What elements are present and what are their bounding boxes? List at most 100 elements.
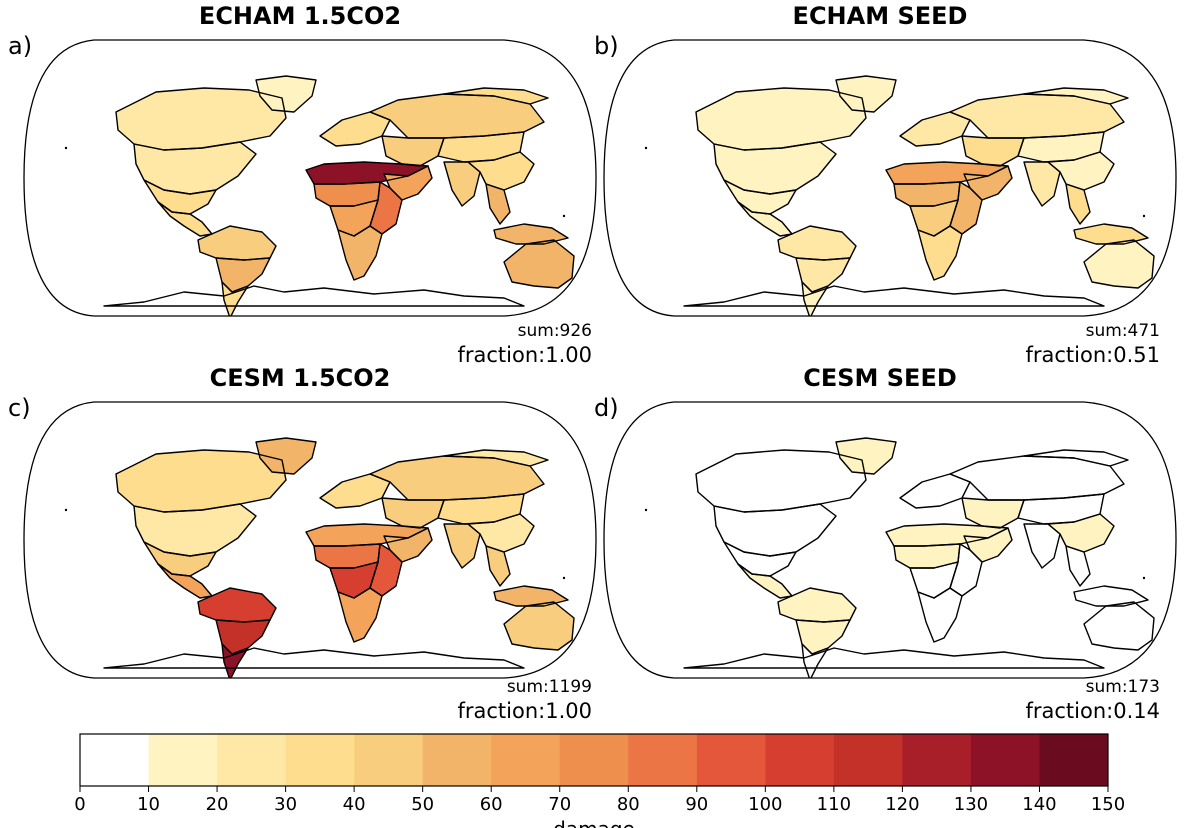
coastline bbox=[917, 225, 963, 281]
coastline bbox=[485, 545, 511, 587]
region-middle-east bbox=[382, 498, 444, 528]
region-sa-south bbox=[802, 644, 828, 678]
region-sahel bbox=[894, 544, 960, 568]
colorbar-tick-label: 50 bbox=[411, 794, 434, 815]
region-middle-east bbox=[962, 136, 1024, 166]
region-sa-mid bbox=[216, 258, 270, 292]
coastline bbox=[383, 165, 433, 201]
colorbar-frame bbox=[79, 733, 1109, 787]
region-central-am bbox=[738, 202, 792, 236]
coastline bbox=[1047, 151, 1115, 191]
region-europe bbox=[900, 474, 970, 508]
coastline bbox=[133, 503, 257, 557]
region-central-am bbox=[158, 564, 212, 598]
fraction-value: fraction:0.51 bbox=[1025, 343, 1160, 367]
region-sa-mid bbox=[216, 620, 270, 654]
colorbar-tick-label: 70 bbox=[548, 794, 571, 815]
colorbar-tick-label: 40 bbox=[343, 794, 366, 815]
antarctica-coast bbox=[683, 647, 1105, 669]
region-australia bbox=[1084, 602, 1154, 650]
coastline bbox=[963, 165, 1013, 201]
colorbar-bin bbox=[902, 734, 972, 786]
coastline bbox=[503, 601, 575, 651]
region-east-africa bbox=[370, 182, 402, 234]
region-europe bbox=[320, 474, 390, 508]
region-na-mid bbox=[134, 504, 256, 556]
region-na-mid bbox=[134, 142, 256, 194]
colorbar-tick-label: 10 bbox=[137, 794, 160, 815]
colorbar: 0 10 20 30 40 50 60 70 80 90 100 110 120 130 140 150 dam… bbox=[74, 733, 1125, 828]
colorbar-tick-label: 120 bbox=[885, 794, 919, 815]
region-australia bbox=[504, 602, 574, 650]
colorbar-bin bbox=[422, 734, 492, 786]
coastline bbox=[443, 449, 549, 467]
world-map bbox=[23, 401, 597, 679]
coastline bbox=[337, 225, 383, 281]
region-central-asia bbox=[438, 132, 524, 162]
region-na-mid bbox=[714, 142, 836, 194]
region-east-africa bbox=[370, 544, 402, 596]
colorbar-tick-label: 0 bbox=[74, 794, 85, 815]
region-russia bbox=[950, 94, 1124, 138]
coastline bbox=[381, 497, 445, 529]
region-na-north bbox=[116, 88, 286, 150]
map-frame bbox=[603, 39, 1177, 317]
region-se-asia bbox=[1066, 546, 1090, 586]
coastline bbox=[503, 239, 575, 289]
region-sahara bbox=[886, 524, 1008, 546]
sum-value: sum:1199 bbox=[507, 677, 592, 697]
coastline bbox=[255, 437, 317, 475]
region-sa-north bbox=[778, 226, 856, 260]
coastline bbox=[1083, 601, 1155, 651]
fraction-value: fraction:1.00 bbox=[457, 699, 592, 723]
island-marker bbox=[644, 146, 648, 150]
island-marker bbox=[64, 508, 68, 512]
colorbar-tick-label: 110 bbox=[817, 794, 851, 815]
coastline bbox=[467, 151, 535, 191]
colorbar-bin bbox=[148, 734, 218, 786]
region-sa-north bbox=[778, 588, 856, 622]
region-russia bbox=[950, 456, 1124, 500]
colorbar-label: damage bbox=[553, 817, 635, 828]
region-india bbox=[444, 162, 480, 206]
colorbar-tick-label: 30 bbox=[274, 794, 297, 815]
coastline bbox=[1023, 449, 1129, 467]
region-central-am bbox=[738, 564, 792, 598]
region-na-north bbox=[696, 88, 866, 150]
region-indonesia bbox=[1074, 224, 1148, 244]
region-europe bbox=[320, 112, 390, 146]
panel-letter: b) bbox=[594, 32, 619, 60]
colorbar-tick-label: 130 bbox=[954, 794, 988, 815]
region-africa-mid bbox=[330, 562, 378, 598]
region-na-south bbox=[724, 180, 796, 214]
coastline bbox=[319, 111, 391, 147]
coastline bbox=[961, 135, 1025, 167]
antarctica-coast bbox=[103, 647, 525, 669]
region-africa-mid bbox=[910, 200, 958, 236]
coastline bbox=[221, 643, 249, 678]
panel-title: CESM 1.5CO2 bbox=[210, 364, 391, 392]
colorbar-bin bbox=[628, 734, 698, 786]
region-africa-mid bbox=[330, 200, 378, 236]
island-marker bbox=[64, 146, 68, 150]
region-indonesia bbox=[494, 586, 568, 606]
region-indonesia bbox=[1074, 586, 1148, 606]
region-europe bbox=[900, 112, 970, 146]
region-na-south bbox=[144, 542, 216, 576]
colorbar-bin bbox=[833, 734, 903, 786]
fraction-value: fraction:1.00 bbox=[457, 343, 592, 367]
colorbar-bin bbox=[217, 734, 287, 786]
region-australia bbox=[504, 240, 574, 288]
coastline bbox=[713, 141, 837, 195]
colorbar-tick-label: 80 bbox=[617, 794, 640, 815]
region-na-south bbox=[724, 542, 796, 576]
region-sahara bbox=[886, 162, 1008, 184]
coastline bbox=[1047, 513, 1115, 553]
colorbar-tick-label: 150 bbox=[1091, 794, 1125, 815]
region-australia bbox=[1084, 240, 1154, 288]
coastline bbox=[383, 527, 433, 563]
